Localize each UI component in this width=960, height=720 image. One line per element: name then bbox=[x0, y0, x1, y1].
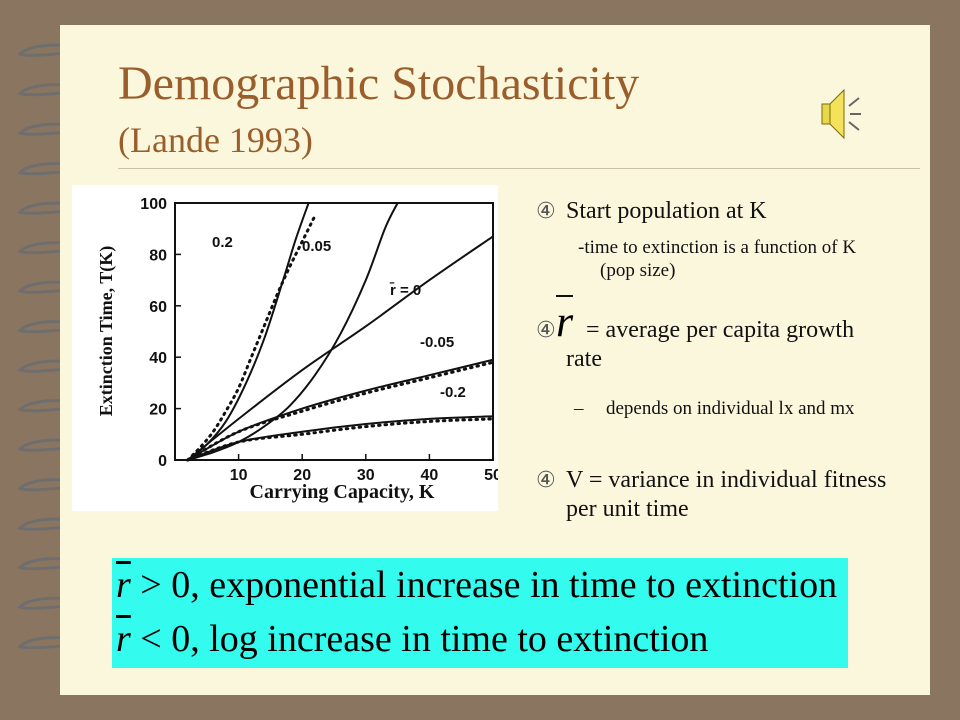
y-tick-label: 80 bbox=[149, 247, 167, 264]
y-tick-label: 20 bbox=[149, 402, 167, 419]
series-line-1 bbox=[187, 202, 310, 461]
speaker-sound-icon[interactable] bbox=[818, 82, 862, 146]
y-tick-label: 40 bbox=[149, 350, 167, 367]
bullet-icon: ④ bbox=[536, 468, 556, 493]
series-label-r0: r̄ = 0 bbox=[389, 281, 421, 299]
formula-1-relation: > 0, bbox=[140, 564, 200, 606]
x-tick-label: 50 bbox=[484, 467, 498, 484]
r-bar-letter: r bbox=[556, 295, 574, 346]
formula-1-text: exponential increase in time to extincti… bbox=[209, 564, 838, 606]
bullet-icon: ④ bbox=[536, 318, 556, 343]
formula-2-relation: < 0, bbox=[140, 618, 200, 660]
formula-2-text: log increase in time to extinction bbox=[209, 618, 709, 660]
slide-title: Demographic Stochasticity bbox=[118, 57, 640, 110]
bullet-2-text: = average per capita growth rate bbox=[566, 316, 886, 374]
series-label-0.2: 0.2 bbox=[212, 234, 233, 251]
bullet-icon: ④ bbox=[536, 199, 556, 224]
y-tick-label: 100 bbox=[140, 196, 167, 213]
series-line-3 bbox=[187, 235, 494, 461]
extinction-time-chart: 0 20 40 60 80 100 10 20 30 40 50 0.2 0.05 r̄ = 0 -… bbox=[72, 185, 498, 511]
bullet-2-sub-text: depends on individual lx and mx bbox=[606, 398, 855, 419]
bullet-2-text-content: = average per capita growth rate bbox=[566, 317, 855, 372]
series-label-neg-0.05: -0.05 bbox=[420, 334, 454, 351]
series-line-simulation-2 bbox=[186, 214, 317, 462]
series-line-simulation-5 bbox=[186, 360, 495, 462]
series-label-neg-0.2: -0.2 bbox=[440, 384, 466, 401]
formula-2-symbol: r bbox=[116, 618, 131, 660]
series-line-0 bbox=[187, 202, 399, 461]
bullet-1-sub: -time to extinction is a function of K (… bbox=[578, 236, 868, 282]
bullet-2-sub-dash: – bbox=[574, 398, 584, 419]
title-divider bbox=[118, 168, 920, 169]
y-tick-label: 60 bbox=[149, 299, 167, 316]
bullet-2-sub: – depends on individual lx and mx bbox=[574, 397, 874, 420]
formula-box: r > 0, exponential increase in time to e… bbox=[112, 558, 848, 668]
y-tick-label: 0 bbox=[158, 453, 167, 470]
x-tick-label: 30 bbox=[357, 467, 375, 484]
bullet-1-text: Start population at K bbox=[566, 198, 767, 224]
formula-row-1: r > 0, exponential increase in time to e… bbox=[112, 566, 837, 604]
slide-subtitle: (Lande 1993) bbox=[118, 120, 313, 160]
x-tick-label: 20 bbox=[293, 467, 311, 484]
y-axis-label: Extinction Time, T(K) bbox=[96, 246, 117, 417]
series-label-0.05: 0.05 bbox=[302, 238, 331, 255]
formula-1-symbol: r bbox=[116, 564, 131, 606]
r-bar-symbol: r bbox=[556, 295, 574, 346]
plot-frame bbox=[174, 202, 494, 461]
bullet-1-sub-text: -time to extinction is a function of K (… bbox=[578, 237, 857, 281]
series-line-simulation-7 bbox=[186, 417, 495, 462]
bullet-3-text: V = variance in individual fitness per u… bbox=[566, 466, 906, 524]
x-axis-label: Carrying Capacity, K bbox=[250, 481, 435, 503]
bullet-3-text-content: V = variance in individual fitness per u… bbox=[566, 467, 887, 522]
formula-row-2: r < 0, log increase in time to extinctio… bbox=[112, 620, 708, 658]
x-tick-label: 10 bbox=[230, 467, 248, 484]
x-tick-label: 40 bbox=[421, 467, 439, 484]
